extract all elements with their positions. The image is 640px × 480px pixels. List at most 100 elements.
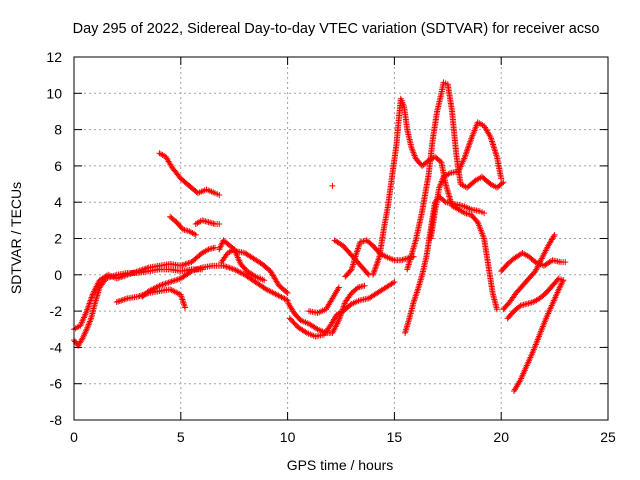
data-point-run bbox=[537, 291, 548, 301]
data-point-run bbox=[489, 181, 499, 190]
data-point-run bbox=[343, 291, 354, 304]
data-point-run bbox=[170, 166, 183, 181]
data-point-run bbox=[163, 155, 175, 170]
data-point-run bbox=[542, 258, 555, 268]
data-point-run bbox=[495, 180, 506, 190]
data-point-run bbox=[84, 316, 94, 331]
data-point-run bbox=[253, 279, 268, 292]
data-point-run bbox=[505, 309, 516, 321]
data-point-run bbox=[381, 204, 391, 231]
data-point bbox=[560, 277, 567, 284]
data-point-run bbox=[179, 176, 192, 188]
data-point-run bbox=[275, 292, 290, 303]
data-point-run bbox=[205, 187, 217, 196]
data-point-run bbox=[413, 209, 425, 242]
data-point-run bbox=[385, 173, 396, 208]
data-point-run bbox=[178, 293, 188, 309]
data-point-run bbox=[389, 142, 400, 177]
data-point-run bbox=[181, 226, 191, 234]
data-point-run bbox=[527, 254, 538, 265]
series-trace-5 bbox=[156, 150, 223, 198]
y-tick-label: 10 bbox=[46, 85, 62, 101]
data-point-run bbox=[393, 119, 402, 146]
data-point-run bbox=[358, 237, 369, 245]
data-point-run bbox=[482, 124, 493, 139]
data-point-run bbox=[264, 287, 279, 297]
data-point-run bbox=[245, 269, 258, 279]
x-tick-label: 5 bbox=[177, 429, 185, 445]
data-points bbox=[71, 79, 569, 394]
data-point-run bbox=[531, 296, 542, 305]
data-point-run bbox=[419, 173, 432, 213]
data-point-run bbox=[115, 272, 129, 281]
data-point-run bbox=[434, 91, 445, 113]
x-tick-label: 10 bbox=[280, 429, 296, 445]
data-point-run bbox=[168, 214, 179, 225]
data-point-run bbox=[481, 237, 492, 268]
y-tick-label: 2 bbox=[54, 231, 62, 247]
data-point-run bbox=[251, 256, 264, 267]
data-point bbox=[284, 289, 291, 296]
data-point-run bbox=[474, 174, 484, 183]
data-point-run bbox=[189, 251, 204, 264]
data-point-run bbox=[463, 210, 473, 218]
data-point-run bbox=[485, 264, 496, 295]
data-point bbox=[500, 179, 507, 186]
data-point bbox=[481, 210, 488, 217]
data-point bbox=[261, 277, 268, 284]
data-point-run bbox=[505, 256, 516, 266]
data-point-run bbox=[125, 268, 140, 278]
data-point-run bbox=[384, 279, 396, 290]
data-point bbox=[216, 191, 223, 198]
data-point-run bbox=[456, 155, 468, 173]
data-point-run bbox=[401, 104, 410, 131]
data-point bbox=[182, 304, 189, 311]
data-point-run bbox=[375, 285, 388, 296]
data-point-run bbox=[91, 278, 102, 295]
y-tick-label: 0 bbox=[54, 267, 62, 283]
series-trace-1 bbox=[71, 266, 206, 349]
data-point-run bbox=[427, 209, 438, 240]
data-point-run bbox=[260, 261, 273, 274]
chart-title: Day 295 of 2022, Sidereal Day-to-day VTE… bbox=[73, 21, 600, 37]
data-point-run bbox=[360, 265, 371, 277]
data-point-run bbox=[370, 255, 382, 277]
series-trace-7 bbox=[192, 217, 223, 227]
x-tick-label: 25 bbox=[600, 429, 616, 445]
series-trace-22 bbox=[511, 277, 567, 394]
data-point-run bbox=[76, 336, 85, 348]
data-point-run bbox=[221, 238, 232, 248]
data-point-run bbox=[520, 276, 531, 288]
data-point-run bbox=[316, 307, 328, 316]
data-point-run bbox=[543, 302, 555, 320]
data-point-run bbox=[404, 128, 415, 150]
data-point-run bbox=[527, 269, 538, 281]
data-point-run bbox=[296, 325, 309, 335]
data-point bbox=[498, 175, 505, 182]
data-point-run bbox=[425, 137, 436, 177]
data-point-run bbox=[207, 245, 217, 252]
data-point-run bbox=[335, 309, 345, 317]
data-point-run bbox=[285, 300, 297, 315]
data-point-run bbox=[238, 262, 249, 273]
data-point-run bbox=[168, 287, 183, 297]
data-point-run bbox=[243, 272, 258, 285]
data-point-run bbox=[200, 217, 210, 225]
data-point-run bbox=[411, 287, 421, 304]
data-point-run bbox=[305, 330, 317, 339]
data-point-run bbox=[501, 300, 512, 312]
y-tick-label: -2 bbox=[50, 303, 63, 319]
data-point-run bbox=[80, 327, 90, 340]
data-point bbox=[391, 279, 398, 286]
data-point-run bbox=[168, 275, 183, 285]
data-point-run bbox=[445, 82, 455, 113]
data-point-run bbox=[341, 243, 352, 255]
data-point-run bbox=[442, 171, 452, 179]
data-point-run bbox=[307, 321, 320, 332]
data-point-run bbox=[427, 200, 438, 231]
series-trace-12 bbox=[305, 284, 342, 316]
data-point-run bbox=[254, 274, 266, 283]
data-point-run bbox=[469, 213, 480, 224]
y-tick-label: -6 bbox=[50, 376, 63, 392]
